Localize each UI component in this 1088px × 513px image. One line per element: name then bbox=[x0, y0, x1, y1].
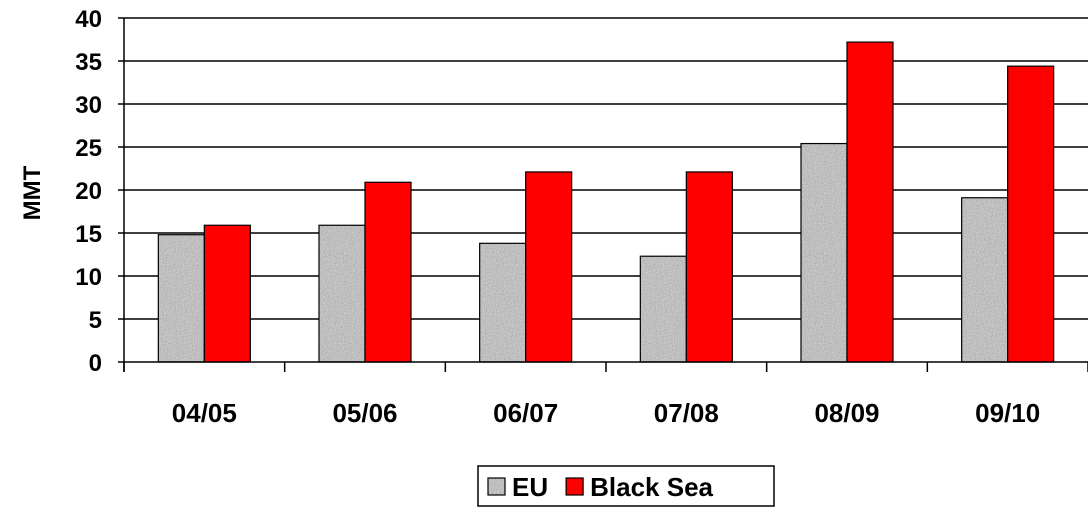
bar-black-sea bbox=[1007, 65, 1055, 363]
y-tick-label: 25 bbox=[75, 135, 102, 162]
bar-eu bbox=[961, 197, 1009, 363]
y-tick-label: 10 bbox=[75, 264, 102, 291]
legend-label: EU bbox=[512, 472, 548, 502]
y-tick-label: 30 bbox=[75, 92, 102, 119]
x-tick-label: 08/09 bbox=[814, 398, 879, 428]
legend-box bbox=[477, 465, 775, 507]
bar-eu bbox=[318, 224, 366, 363]
bar-black-sea bbox=[364, 181, 412, 363]
bar-eu bbox=[800, 142, 848, 363]
y-tick-label: 40 bbox=[75, 6, 102, 33]
y-tick-label: 5 bbox=[89, 307, 102, 334]
x-tick-label: 09/10 bbox=[975, 398, 1040, 428]
y-tick-label: 35 bbox=[75, 49, 102, 76]
y-tick-label: 15 bbox=[75, 221, 102, 248]
y-tick-label: 0 bbox=[89, 350, 102, 377]
x-tick-label: 04/05 bbox=[172, 398, 237, 428]
y-tick-label: 20 bbox=[75, 178, 102, 205]
x-tick-label: 06/07 bbox=[493, 398, 558, 428]
legend-swatch bbox=[565, 477, 584, 496]
bar-eu bbox=[639, 255, 687, 363]
legend-swatch bbox=[487, 477, 506, 496]
x-tick-label: 07/08 bbox=[654, 398, 719, 428]
bar-eu bbox=[157, 234, 205, 363]
bar-eu bbox=[479, 242, 527, 363]
bar-black-sea bbox=[685, 171, 733, 363]
bar-black-sea bbox=[846, 41, 894, 363]
bar-black-sea bbox=[203, 224, 251, 363]
y-axis-label: MMT bbox=[19, 165, 46, 220]
legend-label: Black Sea bbox=[590, 472, 713, 502]
bar-black-sea bbox=[525, 171, 573, 363]
x-tick-label: 05/06 bbox=[332, 398, 397, 428]
